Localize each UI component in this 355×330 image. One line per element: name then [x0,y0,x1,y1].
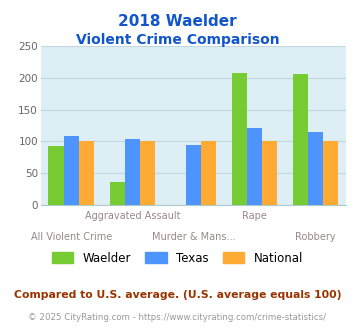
Text: Robbery: Robbery [295,232,336,242]
Text: Murder & Mans...: Murder & Mans... [152,232,235,242]
Text: All Violent Crime: All Violent Crime [31,232,112,242]
Text: Violent Crime Comparison: Violent Crime Comparison [76,33,279,47]
Text: Rape: Rape [242,211,267,221]
Bar [323,141,339,205]
Bar [64,136,79,205]
Bar [186,145,201,205]
Text: © 2025 CityRating.com - https://www.cityrating.com/crime-statistics/: © 2025 CityRating.com - https://www.city… [28,313,327,322]
Bar [247,128,262,205]
Bar [140,141,155,205]
Bar [293,74,308,205]
Bar [231,73,247,205]
Text: 2018 Waelder: 2018 Waelder [118,14,237,29]
Legend: Waelder, Texas, National: Waelder, Texas, National [47,247,308,270]
Text: Aggravated Assault: Aggravated Assault [84,211,180,221]
Bar [262,141,278,205]
Bar [201,141,217,205]
Bar [48,146,64,205]
Bar [79,141,94,205]
Text: Compared to U.S. average. (U.S. average equals 100): Compared to U.S. average. (U.S. average … [14,290,341,300]
Bar [110,182,125,205]
Bar [308,132,323,205]
Bar [125,139,140,205]
